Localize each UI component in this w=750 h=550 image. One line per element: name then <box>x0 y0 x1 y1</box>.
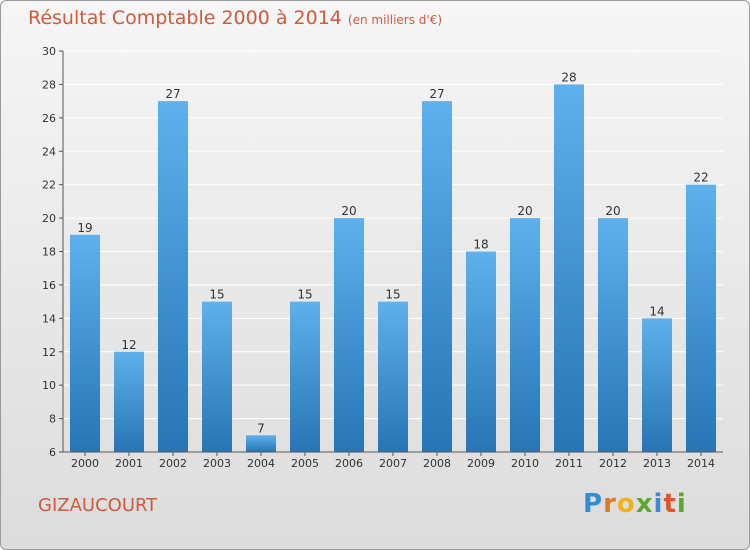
bar-2013 <box>642 318 672 452</box>
town-name: GIZAUCOURT <box>38 495 158 516</box>
x-tick-label: 2002 <box>159 457 187 470</box>
x-tick-label: 2005 <box>291 457 319 470</box>
x-tick-label: 2006 <box>335 457 363 470</box>
bar-value-label: 27 <box>429 87 444 101</box>
y-tick-label: 16 <box>42 279 56 292</box>
y-tick-label: 14 <box>42 312 56 325</box>
bar-value-label: 7 <box>257 421 265 435</box>
bar-value-label: 18 <box>473 238 488 252</box>
bar-value-label: 12 <box>121 338 136 352</box>
bar-2007 <box>378 301 408 452</box>
logo-letter: P <box>583 489 604 519</box>
bar-value-label: 20 <box>341 204 356 218</box>
x-tick-label: 2013 <box>643 457 671 470</box>
logo-letter: r <box>603 489 617 519</box>
bar-2011 <box>554 84 584 453</box>
y-tick-label: 18 <box>42 246 56 259</box>
bar-2003 <box>202 301 232 452</box>
bar-2001 <box>114 351 144 452</box>
bar-2008 <box>422 101 452 452</box>
logo-letter: t <box>663 489 677 519</box>
bar-2012 <box>598 218 628 452</box>
x-tick-label: 2001 <box>115 457 143 470</box>
y-tick-label: 10 <box>42 379 56 392</box>
y-tick-label: 22 <box>42 179 56 192</box>
logo-letter: i <box>653 489 664 519</box>
x-tick-label: 2008 <box>423 457 451 470</box>
bar-2005 <box>290 301 320 452</box>
x-tick-label: 2010 <box>511 457 539 470</box>
x-tick-label: 2004 <box>247 457 275 470</box>
y-tick-label: 26 <box>42 112 56 125</box>
bar-value-label: 15 <box>297 288 312 302</box>
bar-value-label: 28 <box>561 70 576 84</box>
chart-subtitle: (en milliers d'€) <box>347 13 443 27</box>
x-tick-label: 2000 <box>71 457 99 470</box>
bar-2002 <box>158 101 188 452</box>
y-tick-label: 6 <box>49 446 56 459</box>
chart-title: Résultat Comptable 2000 à 2014 (en millie… <box>28 7 442 29</box>
y-tick-label: 30 <box>42 45 56 58</box>
y-tick-label: 28 <box>42 78 56 91</box>
x-tick-label: 2011 <box>555 457 583 470</box>
bar-value-label: 20 <box>605 204 620 218</box>
chart-title-text: Résultat Comptable 2000 à 2014 <box>28 7 342 29</box>
bar-2006 <box>334 218 364 452</box>
x-tick-label: 2007 <box>379 457 407 470</box>
bar-value-label: 15 <box>209 288 224 302</box>
logo-letter: i <box>676 489 687 519</box>
y-tick-label: 20 <box>42 212 56 225</box>
bars: 19 12 27 15 7 15 20 15 27 18 20 28 20 14 22 <box>70 70 716 453</box>
axes: 6 8 10 12 14 16 18 20 22 24 26 28 30 2000 2001 2002 2003… <box>42 45 723 470</box>
bar-2000 <box>70 234 100 452</box>
bar-2014 <box>686 184 716 452</box>
bar-value-label: 19 <box>77 221 92 235</box>
x-tick-label: 2012 <box>599 457 627 470</box>
bar-2010 <box>510 218 540 452</box>
bar-2004 <box>246 435 276 452</box>
x-tick-label: 2009 <box>467 457 495 470</box>
bar-value-label: 22 <box>693 171 708 185</box>
bar-2009 <box>466 251 496 452</box>
logo-letter: o <box>616 489 636 519</box>
y-tick-label: 24 <box>42 145 56 158</box>
bar-value-label: 27 <box>165 87 180 101</box>
x-tick-label: 2014 <box>687 457 715 470</box>
y-tick-label: 8 <box>49 413 56 426</box>
proxiti-logo: Proxiti <box>583 489 687 519</box>
x-tick-label: 2003 <box>203 457 231 470</box>
y-tick-label: 12 <box>42 346 56 359</box>
bar-value-label: 20 <box>517 204 532 218</box>
bar-value-label: 15 <box>385 288 400 302</box>
logo-letter: x <box>635 489 654 519</box>
bar-value-label: 14 <box>649 304 664 318</box>
